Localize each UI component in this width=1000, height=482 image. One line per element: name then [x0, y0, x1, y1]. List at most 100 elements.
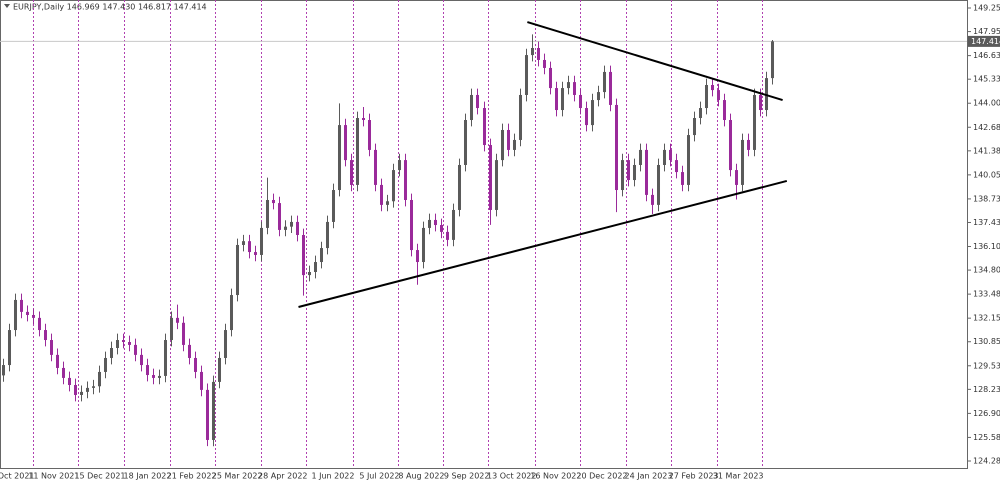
candle-body	[632, 164, 637, 181]
candle-body	[403, 160, 408, 200]
candle-body	[373, 149, 378, 185]
candle-body	[596, 92, 601, 101]
candle-body	[133, 344, 138, 355]
y-tick-label: 147.955	[973, 27, 1000, 36]
candle-body	[584, 108, 589, 126]
candle-body	[590, 100, 595, 126]
candle-body	[85, 387, 90, 392]
y-tick-label: 146.630	[973, 51, 1000, 60]
candle-body	[247, 241, 252, 253]
candle-body	[97, 371, 102, 387]
candle-body	[49, 340, 54, 355]
candle-body	[421, 227, 426, 263]
candle-body	[115, 340, 120, 348]
candle-body	[469, 94, 474, 121]
x-tick-label: 5 Jul 2022	[359, 472, 399, 481]
y-tick-label: 128.230	[973, 385, 1000, 394]
x-tick-label: 25 Mar 2022	[212, 472, 263, 481]
x-tick-label: 1 Jun 2022	[311, 472, 354, 481]
candle-body	[409, 199, 414, 251]
x-tick-label: 15 Dec 2021	[74, 472, 125, 481]
candle-body	[229, 295, 234, 331]
candle-body	[223, 330, 228, 358]
candle-body	[451, 209, 456, 240]
candle-body	[19, 299, 24, 312]
candle-body	[295, 221, 300, 235]
candle-body	[13, 299, 18, 331]
candle-body	[199, 371, 204, 390]
candle-body	[211, 381, 216, 440]
x-tick-label: 18 Jan 2022	[124, 472, 172, 481]
candle-body	[175, 317, 180, 323]
candle-body	[7, 330, 12, 366]
candle-body	[109, 347, 114, 358]
candle-body	[475, 94, 480, 109]
candle-body	[151, 375, 156, 378]
y-tick-label: 137.430	[973, 218, 1000, 227]
x-tick-label: 21 Feb 2022	[167, 472, 217, 481]
x-tick-label: 24 Jan 2023	[625, 472, 673, 481]
candle-body	[283, 226, 288, 230]
y-tick-label: 134.805	[973, 266, 1000, 275]
x-tick-label: 28 Apr 2022	[258, 472, 307, 481]
last-price-label: 147.414	[971, 37, 1000, 46]
x-tick-label: 13 Oct 2022	[487, 472, 536, 481]
candle-body	[518, 94, 523, 140]
candle-body	[536, 47, 541, 60]
y-tick-label: 145.330	[973, 75, 1000, 84]
candle-body	[542, 59, 547, 68]
candle-body	[301, 234, 306, 276]
y-tick-label: 126.905	[973, 409, 1000, 418]
candle-body	[692, 118, 697, 136]
menu-icon[interactable]	[4, 4, 10, 8]
candle-body	[764, 78, 769, 111]
candle-body	[355, 118, 360, 185]
candle-body	[181, 322, 186, 345]
candle-body	[566, 82, 571, 89]
y-tick-label: 130.855	[973, 337, 1000, 346]
candle-body	[500, 129, 505, 161]
candle-body	[463, 120, 468, 165]
candle-body	[271, 199, 276, 204]
candle-body	[662, 149, 667, 165]
x-tick-label: 20 Dec 2022	[576, 472, 627, 481]
candle-body	[367, 120, 372, 150]
candle-body	[169, 317, 174, 341]
x-tick-label: 8 Oct 2021	[0, 472, 35, 481]
candle-body	[259, 227, 264, 255]
candle-body	[644, 149, 649, 195]
candle-body	[530, 47, 535, 56]
candle-body	[427, 219, 432, 228]
candle-body	[67, 377, 72, 385]
y-tick-label: 136.105	[973, 242, 1000, 251]
y-tick-label: 124.280	[973, 456, 1000, 465]
candle-body	[602, 71, 607, 93]
candle-body	[379, 184, 384, 205]
candle-body	[716, 90, 721, 101]
candle-body	[397, 160, 402, 171]
trendline	[527, 21, 783, 102]
candle-body	[686, 135, 691, 185]
candle-body	[758, 94, 763, 111]
x-tick-label: 31 Mar 2023	[713, 472, 764, 481]
candle-body	[728, 120, 733, 171]
candle-body	[512, 139, 517, 150]
candle-body	[578, 94, 583, 109]
y-tick-label: 138.730	[973, 194, 1000, 203]
candle-body	[103, 357, 108, 372]
chart-title: EURJPY,Daily 146.969 147.430 146.817 147…	[13, 3, 207, 12]
candle-body	[187, 344, 192, 358]
candle-body	[620, 160, 625, 191]
candle-body	[385, 201, 390, 205]
candle-body	[722, 100, 727, 121]
candle-body	[572, 82, 577, 95]
candle-body	[43, 330, 48, 341]
candle-body	[163, 340, 168, 376]
candle-body	[710, 84, 715, 91]
candle-body	[626, 160, 631, 181]
candle-body	[1, 365, 6, 376]
candle-body	[439, 225, 444, 232]
candle-body	[482, 108, 487, 146]
